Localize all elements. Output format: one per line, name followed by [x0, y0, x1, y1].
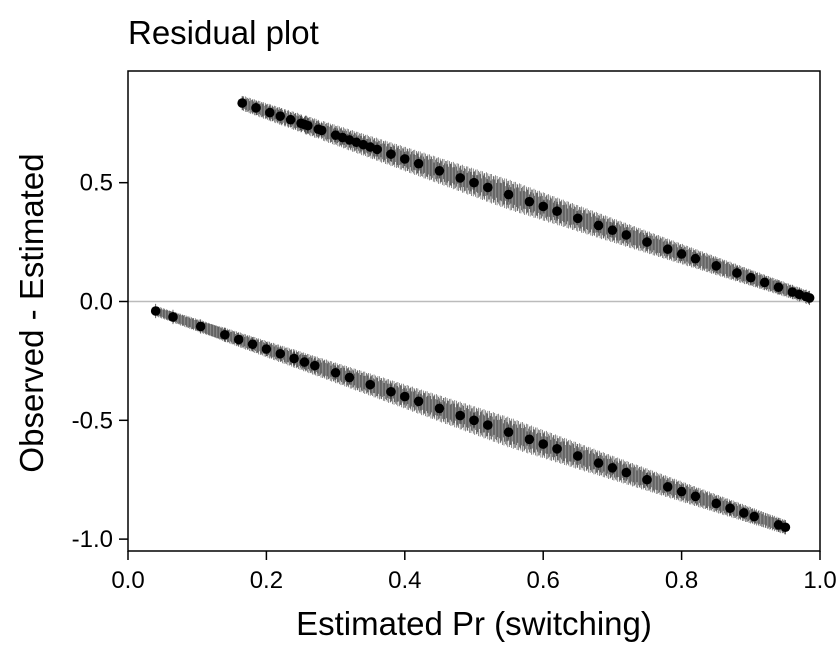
- data-point: [621, 230, 632, 240]
- data-point: [469, 415, 479, 426]
- data-point: [725, 503, 735, 514]
- data-point: [662, 482, 673, 492]
- data-point: [711, 498, 721, 509]
- data-point: [690, 491, 701, 502]
- data-point: [365, 379, 376, 390]
- y-tick-label: -1.0: [72, 526, 113, 553]
- data-point: [732, 268, 742, 278]
- data-point: [773, 282, 784, 293]
- data-point: [265, 107, 275, 118]
- data-point: [711, 261, 721, 271]
- data-point: [310, 360, 320, 371]
- data-point: [400, 391, 410, 402]
- x-axis-label: Estimated Pr (switching): [296, 605, 652, 642]
- data-point: [642, 474, 652, 485]
- data-point: [413, 396, 424, 407]
- data-point: [299, 357, 310, 367]
- data-point: [233, 334, 244, 345]
- data-point: [607, 225, 618, 236]
- data-point: [469, 177, 479, 188]
- data-point: [746, 272, 756, 283]
- data-point: [593, 220, 604, 231]
- data-point: [220, 329, 230, 340]
- data-point: [455, 410, 465, 421]
- data-point: [316, 125, 327, 136]
- x-tick-label: 0.4: [388, 567, 421, 594]
- data-point: [573, 451, 583, 461]
- data-point: [150, 306, 161, 316]
- data-point: [483, 420, 493, 430]
- data-point: [690, 253, 701, 264]
- data-point: [330, 367, 341, 378]
- data-point: [676, 486, 687, 497]
- data-point: [662, 244, 673, 255]
- data-point: [386, 149, 396, 159]
- data-point: [289, 353, 299, 364]
- x-axis: 0.0 0.2 0.4 0.6 0.8 1.0: [111, 551, 837, 594]
- data-point: [607, 463, 618, 473]
- data-point: [455, 173, 465, 183]
- y-axis: -1.0 -0.5 0.0 0.5: [72, 170, 128, 553]
- y-tick-label: -0.5: [72, 407, 113, 434]
- data-point: [552, 206, 562, 216]
- data-point: [344, 372, 355, 383]
- data-point: [538, 201, 548, 212]
- x-tick-label: 0.2: [250, 567, 283, 594]
- chart-title: Residual plot: [128, 14, 319, 51]
- error-bars-layer: [155, 96, 810, 535]
- data-point: [251, 103, 261, 113]
- data-point: [434, 166, 445, 176]
- data-point: [413, 158, 424, 169]
- y-tick-label: 0.5: [80, 170, 113, 197]
- data-point: [237, 98, 247, 108]
- data-point: [275, 348, 286, 359]
- data-point: [195, 321, 206, 332]
- data-point: [573, 213, 583, 224]
- data-point: [780, 522, 791, 533]
- x-tick-label: 0.0: [111, 567, 144, 594]
- x-tick-label: 0.8: [665, 567, 698, 594]
- data-point: [524, 196, 535, 207]
- data-point: [400, 154, 410, 164]
- data-point: [503, 427, 514, 437]
- data-point: [434, 403, 445, 414]
- data-point: [538, 439, 548, 449]
- data-point: [247, 339, 258, 350]
- data-point: [804, 293, 815, 303]
- plot-frame: [127, 70, 821, 552]
- data-point: [372, 144, 382, 155]
- data-point: [621, 467, 632, 478]
- data-point: [285, 114, 296, 125]
- data-point: [168, 312, 178, 322]
- data-points-layer: [150, 95, 815, 535]
- data-point: [524, 434, 535, 445]
- data-point: [676, 249, 687, 259]
- data-point: [749, 511, 760, 522]
- data-point: [759, 277, 770, 288]
- y-axis-label: Observed - Estimated: [13, 153, 50, 472]
- data-point: [261, 344, 272, 354]
- data-point: [593, 458, 604, 468]
- y-tick-label: 0.0: [80, 288, 113, 315]
- data-point: [386, 386, 396, 397]
- data-point: [483, 182, 493, 193]
- data-point: [642, 237, 652, 247]
- data-point: [552, 444, 562, 454]
- data-point: [275, 111, 286, 121]
- x-tick-label: 1.0: [803, 567, 836, 594]
- data-point: [503, 189, 514, 200]
- data-point: [303, 120, 313, 131]
- data-point: [739, 508, 749, 518]
- x-tick-label: 0.6: [527, 567, 560, 594]
